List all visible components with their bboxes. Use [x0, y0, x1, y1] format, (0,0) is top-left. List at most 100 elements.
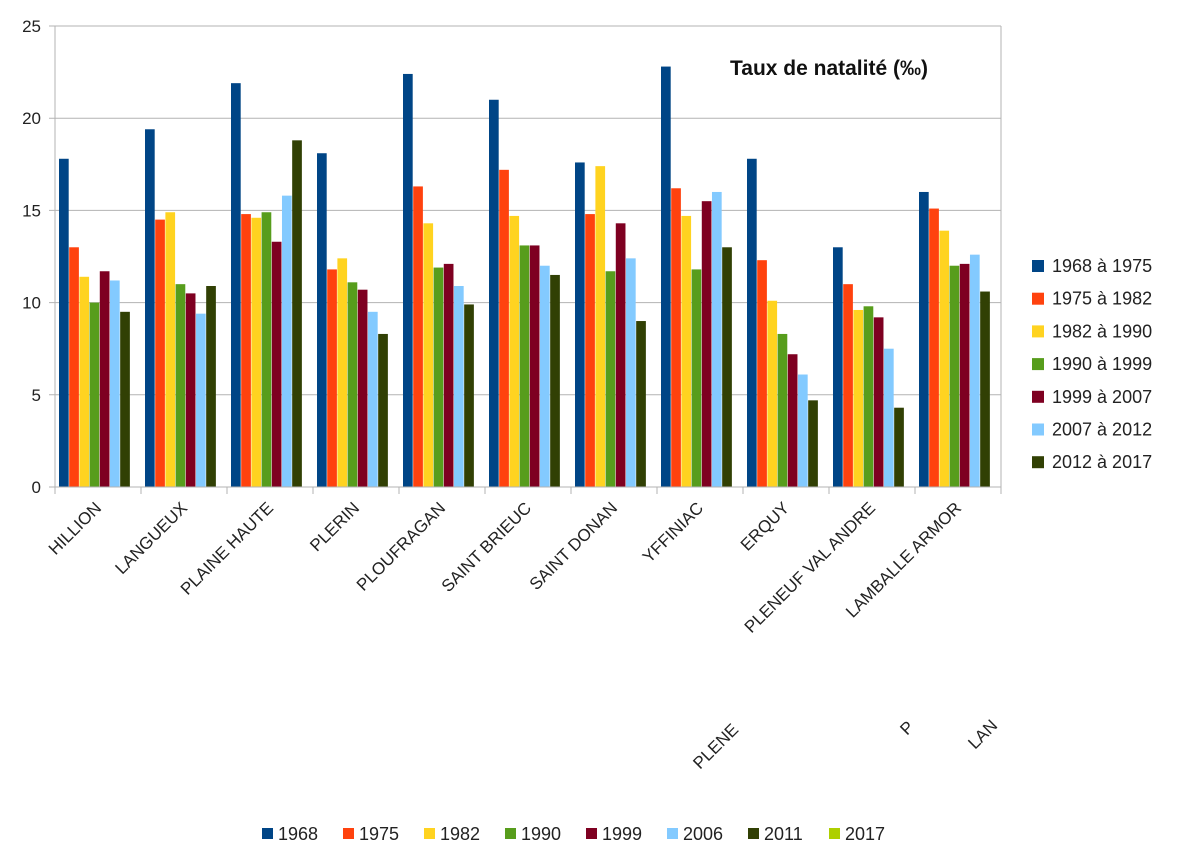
bottom-legend-label: 2017 [845, 824, 885, 844]
y-axis-ticks: 0 5 10 15 20 25 [22, 17, 41, 497]
bar [929, 208, 939, 487]
bar [120, 311, 130, 487]
bar [550, 274, 560, 487]
legend-swatch [1032, 358, 1044, 371]
legend-swatch [1032, 260, 1044, 272]
x-category-label: HILLION [45, 498, 105, 558]
legend-label: 1982 à 1990 [1052, 321, 1152, 341]
bar [661, 66, 671, 488]
bar [378, 333, 388, 487]
bar [337, 258, 348, 487]
bar [79, 276, 90, 487]
bar [767, 300, 778, 487]
bar [575, 162, 585, 487]
bar [671, 188, 681, 487]
bar [231, 83, 241, 487]
bottom-legend-label: 1982 [440, 824, 480, 844]
bar [787, 354, 798, 487]
bar [722, 247, 732, 487]
bar [317, 153, 327, 487]
bottom-legend-label: 1975 [359, 824, 399, 844]
x-category-label: SAINT BRIEUC [438, 498, 535, 595]
bar [59, 158, 69, 487]
bar [195, 313, 206, 487]
bar [949, 265, 960, 487]
residual-label: PLENE [689, 720, 742, 773]
bottom-legend-swatch [829, 828, 840, 839]
bar [99, 271, 110, 487]
bar [155, 219, 165, 487]
bar [347, 282, 358, 487]
bar [605, 271, 616, 487]
bar [701, 201, 712, 487]
x-category-label: SAINT DONAN [526, 498, 621, 593]
bottom-legend-swatch [343, 828, 354, 839]
bar [939, 230, 950, 487]
bottom-legend-swatch [505, 828, 516, 839]
legend-label: 1999 à 2007 [1052, 387, 1152, 407]
bar [808, 400, 818, 487]
legend-label: 1968 à 1975 [1052, 256, 1152, 276]
bottom-legend-label: 1968 [278, 824, 318, 844]
bar [691, 269, 702, 487]
bar [585, 214, 595, 487]
bottom-legend-swatch [262, 828, 273, 839]
bottom-legend-label: 1990 [521, 824, 561, 844]
bar [873, 317, 884, 487]
bar [413, 186, 423, 488]
bottom-legend-swatch [586, 828, 597, 839]
residual-label: P [896, 717, 917, 738]
axes [54, 26, 1002, 494]
bottom-legend-label: 2006 [683, 824, 723, 844]
bar [271, 241, 282, 487]
bar [894, 407, 904, 487]
bar [206, 286, 216, 487]
bar [539, 265, 550, 487]
bar [509, 215, 520, 487]
bar [843, 284, 853, 487]
bar [443, 263, 454, 487]
bar [711, 191, 722, 487]
bar [89, 302, 100, 487]
bar [980, 291, 990, 487]
y-tick-label: 20 [22, 109, 41, 128]
bar [747, 158, 757, 487]
legend-label: 2012 à 2017 [1052, 452, 1152, 472]
bar [681, 215, 692, 487]
legend-swatch [1032, 292, 1044, 305]
y-tick-label: 25 [22, 17, 41, 36]
legend-label: 1975 à 1982 [1052, 289, 1152, 309]
legend-swatch [1032, 456, 1044, 469]
bottom-legend-swatch [424, 828, 435, 839]
residual-labels: PLENE P LAN [689, 716, 1001, 773]
bar [863, 306, 874, 487]
bar [625, 258, 636, 487]
bar [969, 254, 980, 487]
bar [185, 293, 196, 487]
bar [453, 286, 464, 487]
bar [853, 309, 864, 487]
legend-swatch [1032, 325, 1044, 338]
bottom-legend-label: 2011 [764, 824, 803, 844]
chart-title: Taux de natalité (‰) [730, 57, 928, 80]
bar [261, 212, 272, 487]
bar [357, 289, 368, 487]
bar [833, 247, 843, 487]
legend-swatch [1032, 390, 1044, 403]
bar [403, 73, 413, 487]
legend-label: 2007 à 2012 [1052, 420, 1152, 440]
x-category-label: YFFINIAC [639, 498, 707, 566]
bar [636, 321, 646, 487]
bar [615, 223, 626, 488]
bar [281, 195, 292, 487]
series-legend: 1968 à 1975 1975 à 1982 1982 à 1990 1990 à … [1032, 256, 1152, 472]
y-tick-label: 0 [32, 478, 41, 497]
x-category-label: PLERIN [306, 498, 363, 555]
bar [883, 348, 894, 487]
bottom-legend-label: 1999 [602, 824, 642, 844]
bar [175, 284, 186, 487]
bar [241, 214, 251, 487]
legend-label: 1990 à 1999 [1052, 354, 1152, 374]
